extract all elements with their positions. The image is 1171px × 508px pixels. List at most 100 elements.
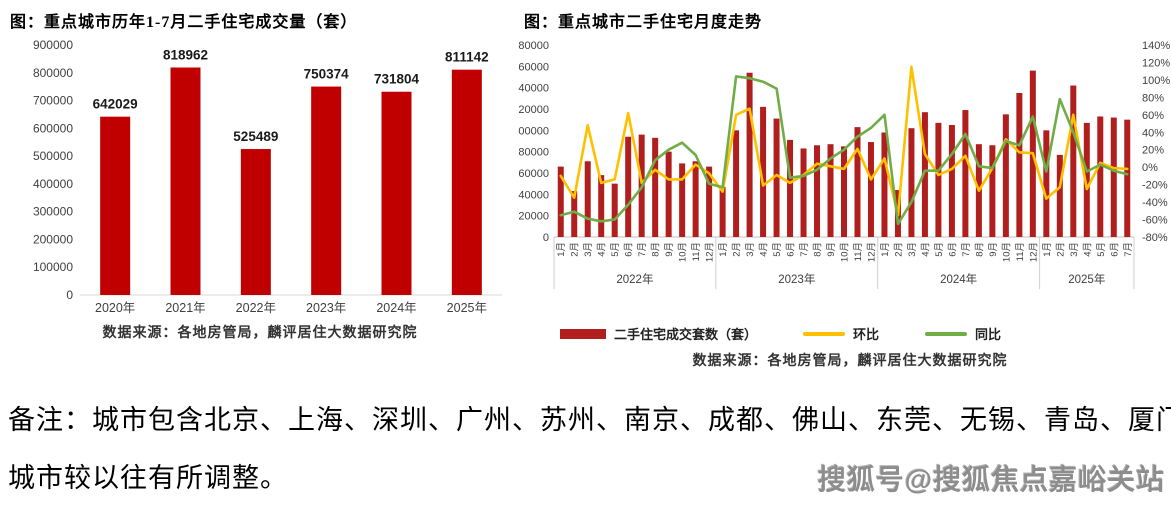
bar: [1110, 117, 1117, 237]
svg-text:6月: 6月: [624, 242, 635, 257]
bar-series-swatch: [560, 328, 606, 339]
svg-text:7月: 7月: [799, 242, 810, 257]
svg-text:400000: 400000: [33, 177, 73, 191]
bar: [625, 136, 632, 237]
y-axis-ticks: 0 100000 200000 300000 400000 500000 600000 700…: [33, 38, 73, 302]
svg-text:0%: 0%: [1142, 162, 1158, 174]
svg-text:0: 0: [66, 288, 73, 302]
bar: [1083, 122, 1090, 237]
svg-text:40%: 40%: [1142, 127, 1164, 139]
svg-text:120%: 120%: [1142, 57, 1170, 69]
svg-text:2024年: 2024年: [376, 301, 416, 315]
bar: [962, 110, 969, 237]
bar: [652, 137, 659, 237]
left-chart-title: 图：重点城市历年1-7月二手住宅成交量（套）: [10, 14, 358, 31]
svg-text:100000: 100000: [518, 125, 549, 137]
bar: [451, 69, 482, 296]
bar: [921, 112, 928, 237]
svg-text:900000: 900000: [33, 38, 73, 52]
svg-text:12月: 12月: [705, 242, 716, 262]
svg-text:2024年: 2024年: [940, 272, 977, 286]
bar: [787, 139, 794, 237]
svg-text:140%: 140%: [1142, 40, 1170, 52]
legend-item-bars: 二手住宅成交套数（套）: [560, 324, 757, 343]
svg-text:8月: 8月: [651, 242, 662, 257]
svg-text:2025年: 2025年: [447, 301, 487, 315]
svg-text:60000: 60000: [518, 168, 549, 180]
bar: [773, 118, 780, 237]
svg-text:800000: 800000: [33, 66, 73, 80]
bar: [881, 132, 888, 237]
svg-text:2021年: 2021年: [165, 301, 205, 315]
month-labels: 1月 2月 3月 4月 5月 6月 7月 8月 9月 10月 11月 12月 1月 2月 3月 4月 5月 6月 7…: [556, 242, 1134, 262]
bar: [989, 145, 996, 237]
svg-text:2月: 2月: [1055, 242, 1066, 257]
svg-text:2025年: 2025年: [1068, 272, 1105, 286]
legend-label-yoy: 同比: [975, 327, 1002, 342]
svg-text:8月: 8月: [813, 242, 824, 257]
svg-text:120000: 120000: [518, 104, 549, 116]
right-chart-title: 图：重点城市二手住宅月度走势: [524, 14, 763, 31]
svg-text:7月: 7月: [961, 242, 972, 257]
svg-text:3月: 3月: [907, 242, 918, 257]
svg-text:9月: 9月: [664, 242, 675, 257]
bar: [598, 175, 605, 237]
svg-text:200000: 200000: [33, 232, 73, 246]
svg-text:1月: 1月: [718, 242, 729, 257]
svg-text:0: 0: [543, 232, 549, 244]
bar: [1002, 114, 1009, 237]
svg-text:5月: 5月: [934, 242, 945, 257]
svg-text:1月: 1月: [1042, 242, 1053, 257]
svg-text:7月: 7月: [637, 242, 648, 257]
svg-text:11月: 11月: [691, 242, 702, 261]
svg-text:10月: 10月: [678, 242, 689, 262]
svg-text:818962: 818962: [163, 48, 208, 63]
svg-text:11月: 11月: [853, 242, 864, 261]
svg-text:20000: 20000: [518, 211, 549, 223]
bar-value-labels: 642029 818962 525489 750374 731804 811142: [93, 48, 489, 145]
svg-text:9月: 9月: [988, 242, 999, 257]
bar: [935, 122, 942, 237]
bars: [557, 70, 1131, 238]
bar: [1124, 119, 1131, 237]
bar: [571, 191, 578, 237]
bar: [584, 161, 591, 237]
right-axis-ticks: 140% 120% 100% 80% 60% 40% 20% 0% -20% -40% -60% -8…: [1142, 40, 1170, 244]
svg-text:2月: 2月: [732, 242, 743, 257]
svg-text:5月: 5月: [610, 242, 621, 257]
svg-text:180000: 180000: [518, 40, 549, 52]
bar: [719, 186, 726, 237]
svg-text:3月: 3月: [583, 242, 594, 257]
svg-text:1月: 1月: [556, 242, 567, 257]
svg-text:12月: 12月: [1028, 242, 1039, 262]
svg-text:2023年: 2023年: [306, 301, 346, 315]
right-combo-chart: 0 20000 40000 60000 80000 100000 120000 140000 1…: [512, 30, 1171, 320]
bar: [665, 151, 672, 237]
svg-text:300000: 300000: [33, 205, 73, 219]
svg-text:80%: 80%: [1142, 92, 1164, 104]
legend-label-bars: 二手住宅成交套数（套）: [614, 327, 758, 342]
svg-text:20%: 20%: [1142, 145, 1164, 157]
bar: [867, 142, 874, 237]
mom-line: [559, 65, 1129, 217]
bars: [100, 67, 482, 296]
note-line-1: 备注：城市包含北京、上海、深圳、广州、苏州、南京、成都、佛山、东莞、无锡、青岛、…: [8, 405, 1171, 435]
svg-text:10月: 10月: [1001, 242, 1012, 262]
bar: [908, 128, 915, 237]
left-axis-ticks: 0 20000 40000 60000 80000 100000 120000 140000 1…: [512, 40, 549, 244]
bar: [948, 125, 955, 237]
yoy-line-swatch: [925, 331, 968, 336]
svg-text:-40%: -40%: [1142, 197, 1168, 209]
bar: [760, 106, 767, 237]
svg-text:642029: 642029: [93, 97, 138, 112]
svg-text:811142: 811142: [445, 50, 489, 65]
svg-text:9月: 9月: [826, 242, 837, 257]
svg-text:1月: 1月: [880, 242, 891, 257]
svg-text:-60%: -60%: [1142, 215, 1168, 227]
legend-label-mom: 环比: [853, 327, 880, 342]
svg-text:731804: 731804: [374, 72, 420, 87]
left-chart-source: 数据来源：各地房管局，麟评居住大数据研究院: [102, 326, 418, 341]
legend-item-mom: 环比: [803, 324, 879, 343]
bar: [1097, 116, 1104, 237]
